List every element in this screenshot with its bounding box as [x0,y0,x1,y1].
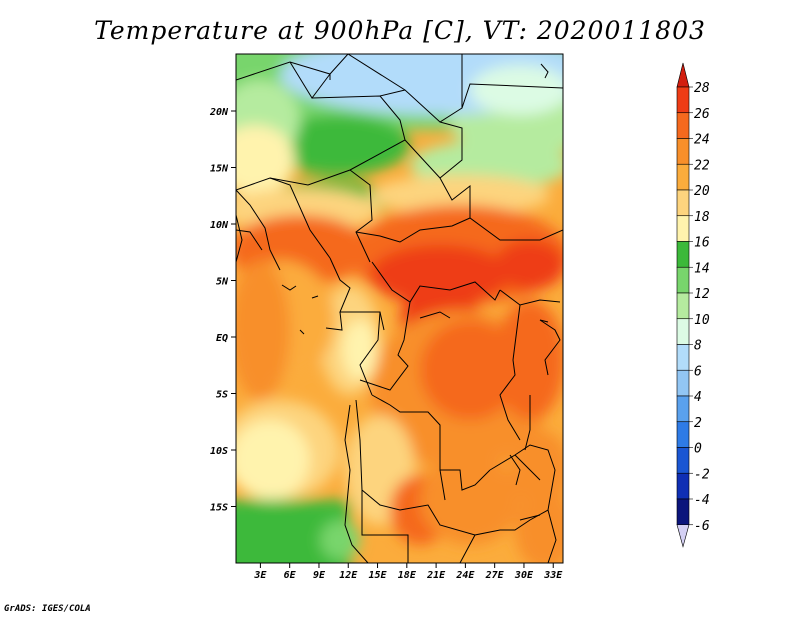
colorbar-segment [676,215,690,242]
lat-tick-label: 10S [210,446,228,457]
temperature-field [236,54,563,563]
colorbar-label: 22 [694,158,710,173]
lon-tick-label: 12E [339,570,358,581]
lon-tick-label: 24E [455,570,475,581]
colorbar-label: 10 [694,313,710,328]
lat-tick-label: 5N [216,277,229,288]
lon-tick-label: 30E [514,570,534,581]
colorbar-segment [676,472,690,500]
colorbar-label: 14 [694,261,710,276]
lat-tick-label: EQ [216,333,228,344]
lon-tick-label: 33E [543,570,563,581]
colorbar-segment [676,292,690,320]
colorbar-segment [676,189,690,217]
lon-tick-label: 21E [426,570,446,581]
lat-tick-label: 5S [216,390,228,401]
colorbar-segment [676,266,690,294]
colorbar-label: 20 [694,184,710,199]
lon-tick-label: 18E [398,570,417,581]
lat-tick-label: 20N [209,107,229,118]
lat-tick-label: 10N [210,220,229,231]
borders [236,54,563,563]
colorbar-segment [676,395,690,423]
colorbar-label: 6 [694,364,702,379]
colorbar-label: 2 [694,416,702,431]
colorbar-label: -6 [694,519,710,534]
lon-tick-label: 9E [313,570,326,581]
colorbar-label: -2 [694,467,710,482]
chart-title: Temperature at 900hPa [C], VT: 202001180… [94,16,706,45]
map-frame [235,53,564,564]
colorbar-segment [676,163,690,191]
colorbar-label: 4 [694,390,702,405]
colorbar-segment [676,447,690,474]
colorbar-label: 26 [694,107,710,122]
colorbar-label: -4 [694,493,710,508]
lon-tick-label: 27E [485,570,505,581]
footer-credit: GrADS: IGES/COLA [4,604,91,614]
colorbar-label: 28 [694,81,710,96]
latitude-axis: 20N 15N 10N 5N EQ 5S 10S 15S [209,107,236,514]
colorbar-label: 8 [694,339,702,354]
colorbar-segment [676,318,690,345]
colorbar-label: 16 [694,236,710,251]
colorbar-segment [676,344,690,371]
lat-tick-label: 15S [210,503,228,514]
colorbar-label: 12 [694,287,710,302]
colorbar-segment [676,421,690,448]
colorbar-label: 24 [694,133,710,148]
colorbar-label: 18 [694,210,710,225]
colorbar-segment [676,112,690,139]
colorbar-segment [676,86,690,114]
lon-tick-label: 6E [284,570,297,581]
lon-tick-label: 15E [369,570,388,581]
colorbar-label: 0 [694,442,702,457]
colorbar-segment [676,369,690,397]
colorbar-segment [676,498,690,526]
lat-tick-label: 15N [210,164,229,175]
colorbar-segment [676,241,690,268]
longitude-axis: 3E 6E 9E 12E 15E 18E 21E 24E 27E 30E 33E [253,563,563,581]
colorbar-top-arrow [676,62,690,88]
lon-tick-label: 3E [253,570,267,581]
colorbar-bottom-arrow [676,524,690,548]
colorbar-segment [676,138,690,165]
